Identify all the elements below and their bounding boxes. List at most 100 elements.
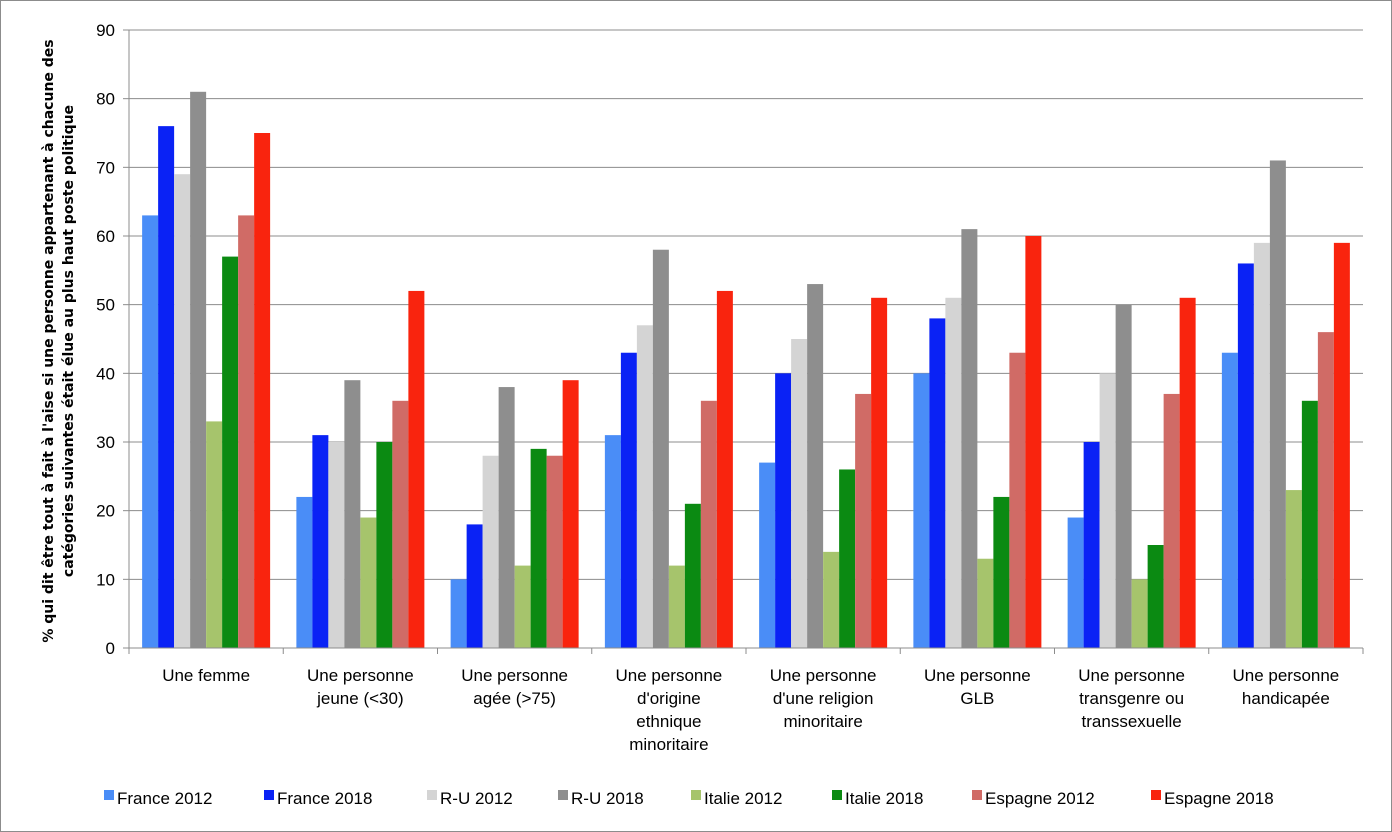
- bar: [977, 558, 994, 648]
- x-category-label: Une personne agée (>75): [461, 666, 568, 708]
- x-category-label: Une personne GLB: [924, 666, 1031, 708]
- bar: [1147, 545, 1164, 648]
- bar: [775, 373, 792, 648]
- y-tick-label: 70: [96, 158, 115, 177]
- bar: [791, 339, 808, 648]
- y-axis-title-line-1: % qui dit être tout à fait à l'aise si u…: [41, 39, 57, 642]
- legend-swatch: [832, 790, 842, 800]
- bar: [1301, 400, 1318, 648]
- y-tick-label: 40: [96, 364, 115, 383]
- bar: [1221, 352, 1238, 648]
- bar: [620, 352, 637, 648]
- bar: [158, 126, 175, 649]
- legend-label: R-U 2012: [440, 789, 513, 808]
- bar: [1025, 236, 1042, 648]
- legend-label: Italie 2018: [845, 789, 923, 808]
- bar: [222, 256, 239, 648]
- bar: [238, 215, 255, 648]
- bar: [1083, 442, 1100, 648]
- bar: [206, 421, 223, 648]
- bar: [142, 215, 159, 648]
- legend: France 2012 France 2018 R-U 2012 R-U 2018 It…: [104, 789, 1274, 808]
- bar: [482, 455, 499, 648]
- x-category-label: Une personne d'une religion minoritaire: [770, 666, 877, 731]
- bar: [913, 373, 930, 648]
- bar: [1099, 373, 1116, 648]
- bar: [392, 400, 409, 648]
- bars: [142, 91, 1350, 649]
- legend-label: Espagne 2012: [985, 789, 1095, 808]
- bar: [684, 503, 701, 648]
- bar: [668, 565, 685, 648]
- axes: [128, 30, 1364, 654]
- bar: [855, 393, 872, 648]
- bar: [945, 297, 962, 648]
- y-tick-label: 20: [96, 502, 115, 521]
- y-tick-label: 90: [96, 21, 115, 40]
- y-axis-tick-labels: 0 10 20 30 40 50 60 70 80 90: [96, 21, 115, 658]
- bar: [1269, 160, 1286, 648]
- x-category-label: Une personne transgenre ou transsexuelle: [1078, 666, 1185, 731]
- legend-swatch: [104, 790, 114, 800]
- legend-swatch: [972, 790, 982, 800]
- bar: [562, 380, 579, 648]
- bar: [344, 380, 361, 648]
- legend-swatch: [691, 790, 701, 800]
- bar: [1115, 304, 1132, 648]
- y-tick-label: 0: [106, 639, 115, 658]
- bar: [466, 524, 483, 648]
- bar: [498, 387, 515, 648]
- x-axis-category-labels: Une femme Une personne jeune (<30) Une pers…: [162, 666, 1339, 754]
- legend-label: Espagne 2018: [1164, 789, 1274, 808]
- bar: [929, 318, 946, 648]
- x-category-label: Une personne d'origine ethnique minoritaire: [615, 666, 722, 754]
- legend-swatch: [1151, 790, 1161, 800]
- x-category-label: Une personne handicapée: [1232, 666, 1339, 708]
- y-axis-title: % qui dit être tout à fait à l'aise si u…: [41, 39, 77, 642]
- x-category-label: Une personne jeune (<30): [307, 666, 414, 708]
- bar: [759, 462, 776, 648]
- bar: [1285, 490, 1302, 648]
- bar: [530, 448, 547, 648]
- y-tick-label: 30: [96, 433, 115, 452]
- bar: [1067, 517, 1084, 648]
- bar: [1317, 332, 1334, 648]
- bar: [1009, 352, 1026, 648]
- x-category-label: Une femme: [162, 666, 250, 685]
- bar: [700, 400, 717, 648]
- bar: [1333, 242, 1350, 648]
- bar: [174, 174, 191, 648]
- legend-swatch: [558, 790, 568, 800]
- bar: [328, 442, 345, 648]
- bar: [312, 435, 329, 648]
- bar: [190, 91, 207, 649]
- y-tick-label: 80: [96, 90, 115, 109]
- bar: [408, 290, 425, 648]
- bar: [360, 517, 377, 648]
- bar: [546, 455, 563, 648]
- bar: [716, 290, 733, 648]
- y-tick-label: 60: [96, 227, 115, 246]
- y-tick-label: 50: [96, 296, 115, 315]
- bar: [1179, 297, 1196, 648]
- bar: [1163, 393, 1180, 648]
- bar: [604, 435, 621, 648]
- bar: [823, 551, 840, 648]
- bar: [993, 496, 1010, 648]
- bar: [807, 284, 824, 648]
- legend-label: France 2018: [277, 789, 372, 808]
- bar: [296, 496, 313, 648]
- bar: [514, 565, 531, 648]
- bar: [450, 579, 467, 648]
- y-tick-label: 10: [96, 570, 115, 589]
- bar: [871, 297, 888, 648]
- bar: [254, 133, 271, 648]
- bar: [376, 442, 393, 648]
- bar: [1131, 579, 1148, 648]
- legend-label: France 2012: [117, 789, 212, 808]
- y-axis-title-line-2: catégories suivantes était élue au plus …: [61, 105, 77, 577]
- legend-swatch: [427, 790, 437, 800]
- bar: [961, 229, 978, 648]
